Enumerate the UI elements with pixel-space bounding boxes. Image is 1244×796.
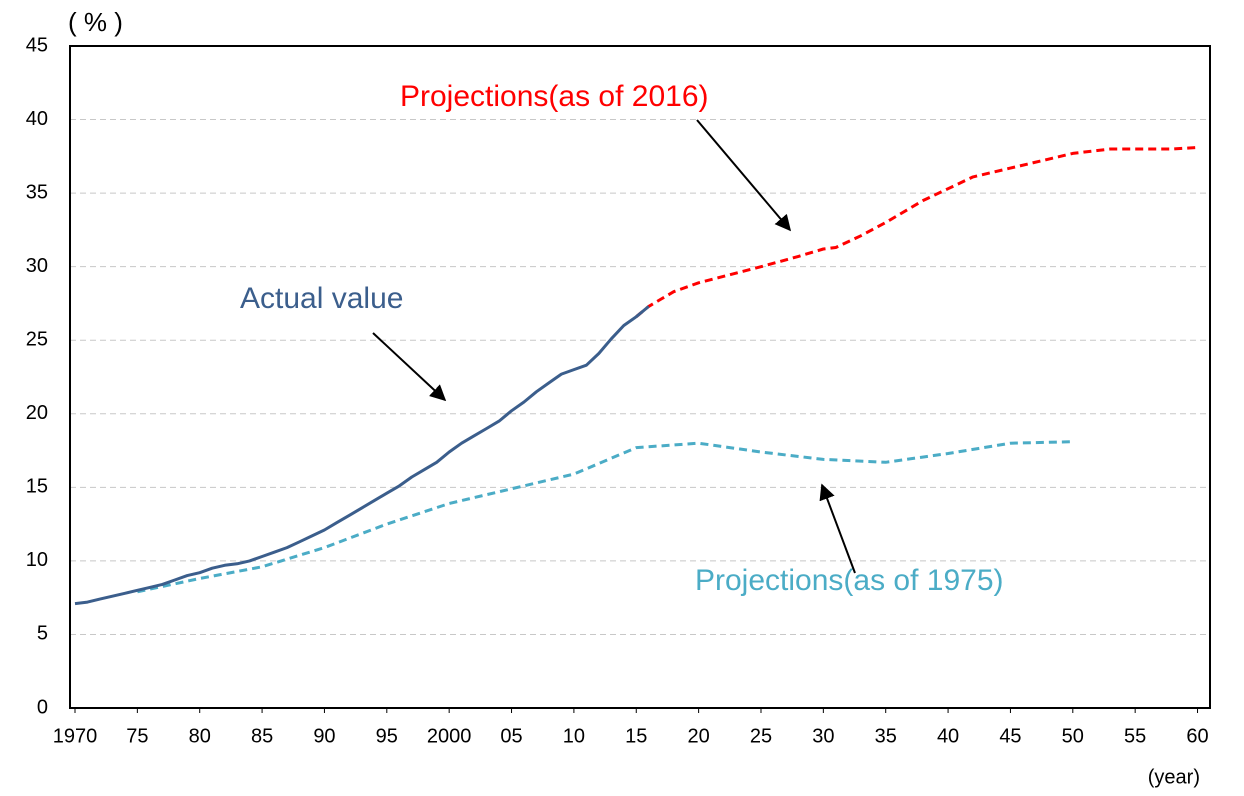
y-tick-label: 45	[26, 34, 48, 56]
x-tick-label: 20	[687, 725, 709, 747]
x-tick-label: 80	[189, 725, 211, 747]
series-line	[635, 146, 1198, 318]
y-axis-label: ( % )	[68, 7, 123, 37]
annotation: Projections(as of 1975)	[695, 564, 1004, 597]
annotation: Actual value	[240, 282, 403, 315]
x-tick-label: 05	[500, 725, 522, 747]
x-tick-label: 45	[999, 725, 1021, 747]
x-tick-label: 25	[750, 725, 772, 747]
x-tick-label: 40	[937, 725, 959, 747]
x-tick-label: 95	[376, 725, 398, 747]
arrow	[696, 119, 792, 232]
arrow	[372, 332, 447, 402]
series-line	[137, 440, 1073, 594]
x-tick-label: 1970	[53, 725, 98, 747]
x-tick-label: 90	[313, 725, 335, 747]
x-tick-label: 75	[126, 725, 148, 747]
x-tick-label: 60	[1186, 725, 1208, 747]
y-tick-label: 10	[26, 549, 48, 571]
grid	[70, 45, 1210, 709]
x-tick-label: 30	[812, 725, 834, 747]
y-tick-label: 20	[26, 402, 48, 424]
y-tick-label: 30	[26, 255, 48, 277]
y-tick-label: 0	[37, 696, 48, 718]
y-tick-label: 40	[26, 108, 48, 130]
x-tick-label: 85	[251, 725, 273, 747]
x-tick-label: 50	[1062, 725, 1084, 747]
y-tick-label: 5	[37, 623, 48, 645]
x-tick-label: 15	[625, 725, 647, 747]
lines	[74, 146, 1198, 606]
series-line	[74, 305, 650, 606]
y-tick-label: 25	[26, 329, 48, 351]
x-axis-label: (year)	[1148, 766, 1200, 788]
y-tick-label: 15	[26, 476, 48, 498]
x-tick-label: 55	[1124, 725, 1146, 747]
x-tick-label: 10	[563, 725, 585, 747]
annotation: Projections(as of 2016)	[400, 80, 709, 113]
x-tick-label: 2000	[427, 725, 472, 747]
y-tick-label: 35	[26, 181, 48, 203]
arrow	[819, 483, 856, 574]
x-tick-label: 35	[875, 725, 897, 747]
plot-frame	[69, 45, 1211, 709]
